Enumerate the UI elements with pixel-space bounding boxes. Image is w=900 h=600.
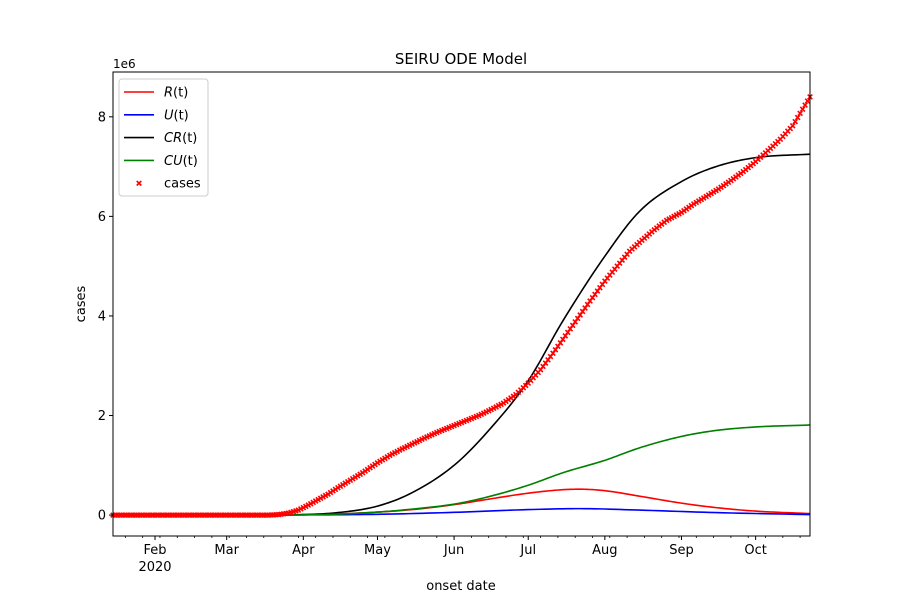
cases-marker (797, 110, 803, 117)
legend-item-cu-t: CU(t) (124, 154, 198, 169)
legend-frame (118, 78, 209, 197)
legend-item-u-t: U(t) (124, 108, 189, 123)
x-tick-label: Apr (292, 543, 315, 558)
y-axis-label: cases (74, 285, 89, 322)
x-tick-label: May (364, 543, 391, 558)
chart-title: SEIRU ODE Model (395, 50, 527, 68)
x-tick-label: Sep (669, 543, 694, 558)
legend-label: R(t) (164, 86, 188, 101)
legend-label: U(t) (164, 108, 189, 123)
cases-marker (804, 98, 811, 104)
x-tick-label: Jun (443, 543, 464, 558)
x-tick-label: Jul (519, 543, 536, 558)
legend-swatch (136, 180, 142, 187)
y-tick-label: 6 (98, 210, 106, 225)
y-offset-label: 1e6 (113, 57, 136, 71)
cases-marker (802, 102, 808, 109)
legend-label: CR(t) (164, 131, 197, 146)
x-tick-label: Aug (592, 543, 617, 558)
plot-area (110, 71, 813, 537)
series-line-cu-t (113, 424, 811, 516)
cases-marker (789, 122, 796, 129)
y-tick-label: 8 (98, 110, 106, 125)
legend-label: cases (164, 177, 201, 192)
x-tick-label: Mar (214, 543, 239, 558)
y-tick-label: 0 (98, 509, 106, 524)
y-tick-label: 4 (98, 309, 106, 324)
series-scatter-cases (110, 94, 813, 519)
legend-label: CU(t) (164, 154, 198, 169)
cases-marker (794, 114, 801, 121)
legend-item-cr-t: CR(t) (124, 131, 197, 146)
series-layer (110, 94, 813, 519)
cases-marker (792, 118, 799, 125)
legend-item-r-t: R(t) (124, 86, 188, 101)
axes-frame (112, 71, 811, 537)
cases-marker (799, 106, 806, 113)
axes-background (113, 72, 810, 536)
x-tick-label: Oct (744, 543, 766, 558)
legend: R(t) U(t) CR(t) CU(t) cases (118, 78, 209, 197)
x-axis: Feb Mar Apr May Jun Jul Aug Sep Oct 2020 (124, 536, 801, 575)
legend-item-cases: cases (136, 177, 201, 192)
y-tick-label: 2 (98, 409, 106, 424)
x-axis-label: onset date (426, 579, 496, 594)
x-year-label: 2020 (138, 560, 171, 575)
y-axis: 0 2 4 6 8 (98, 110, 113, 524)
x-tick-label: Feb (144, 543, 167, 558)
